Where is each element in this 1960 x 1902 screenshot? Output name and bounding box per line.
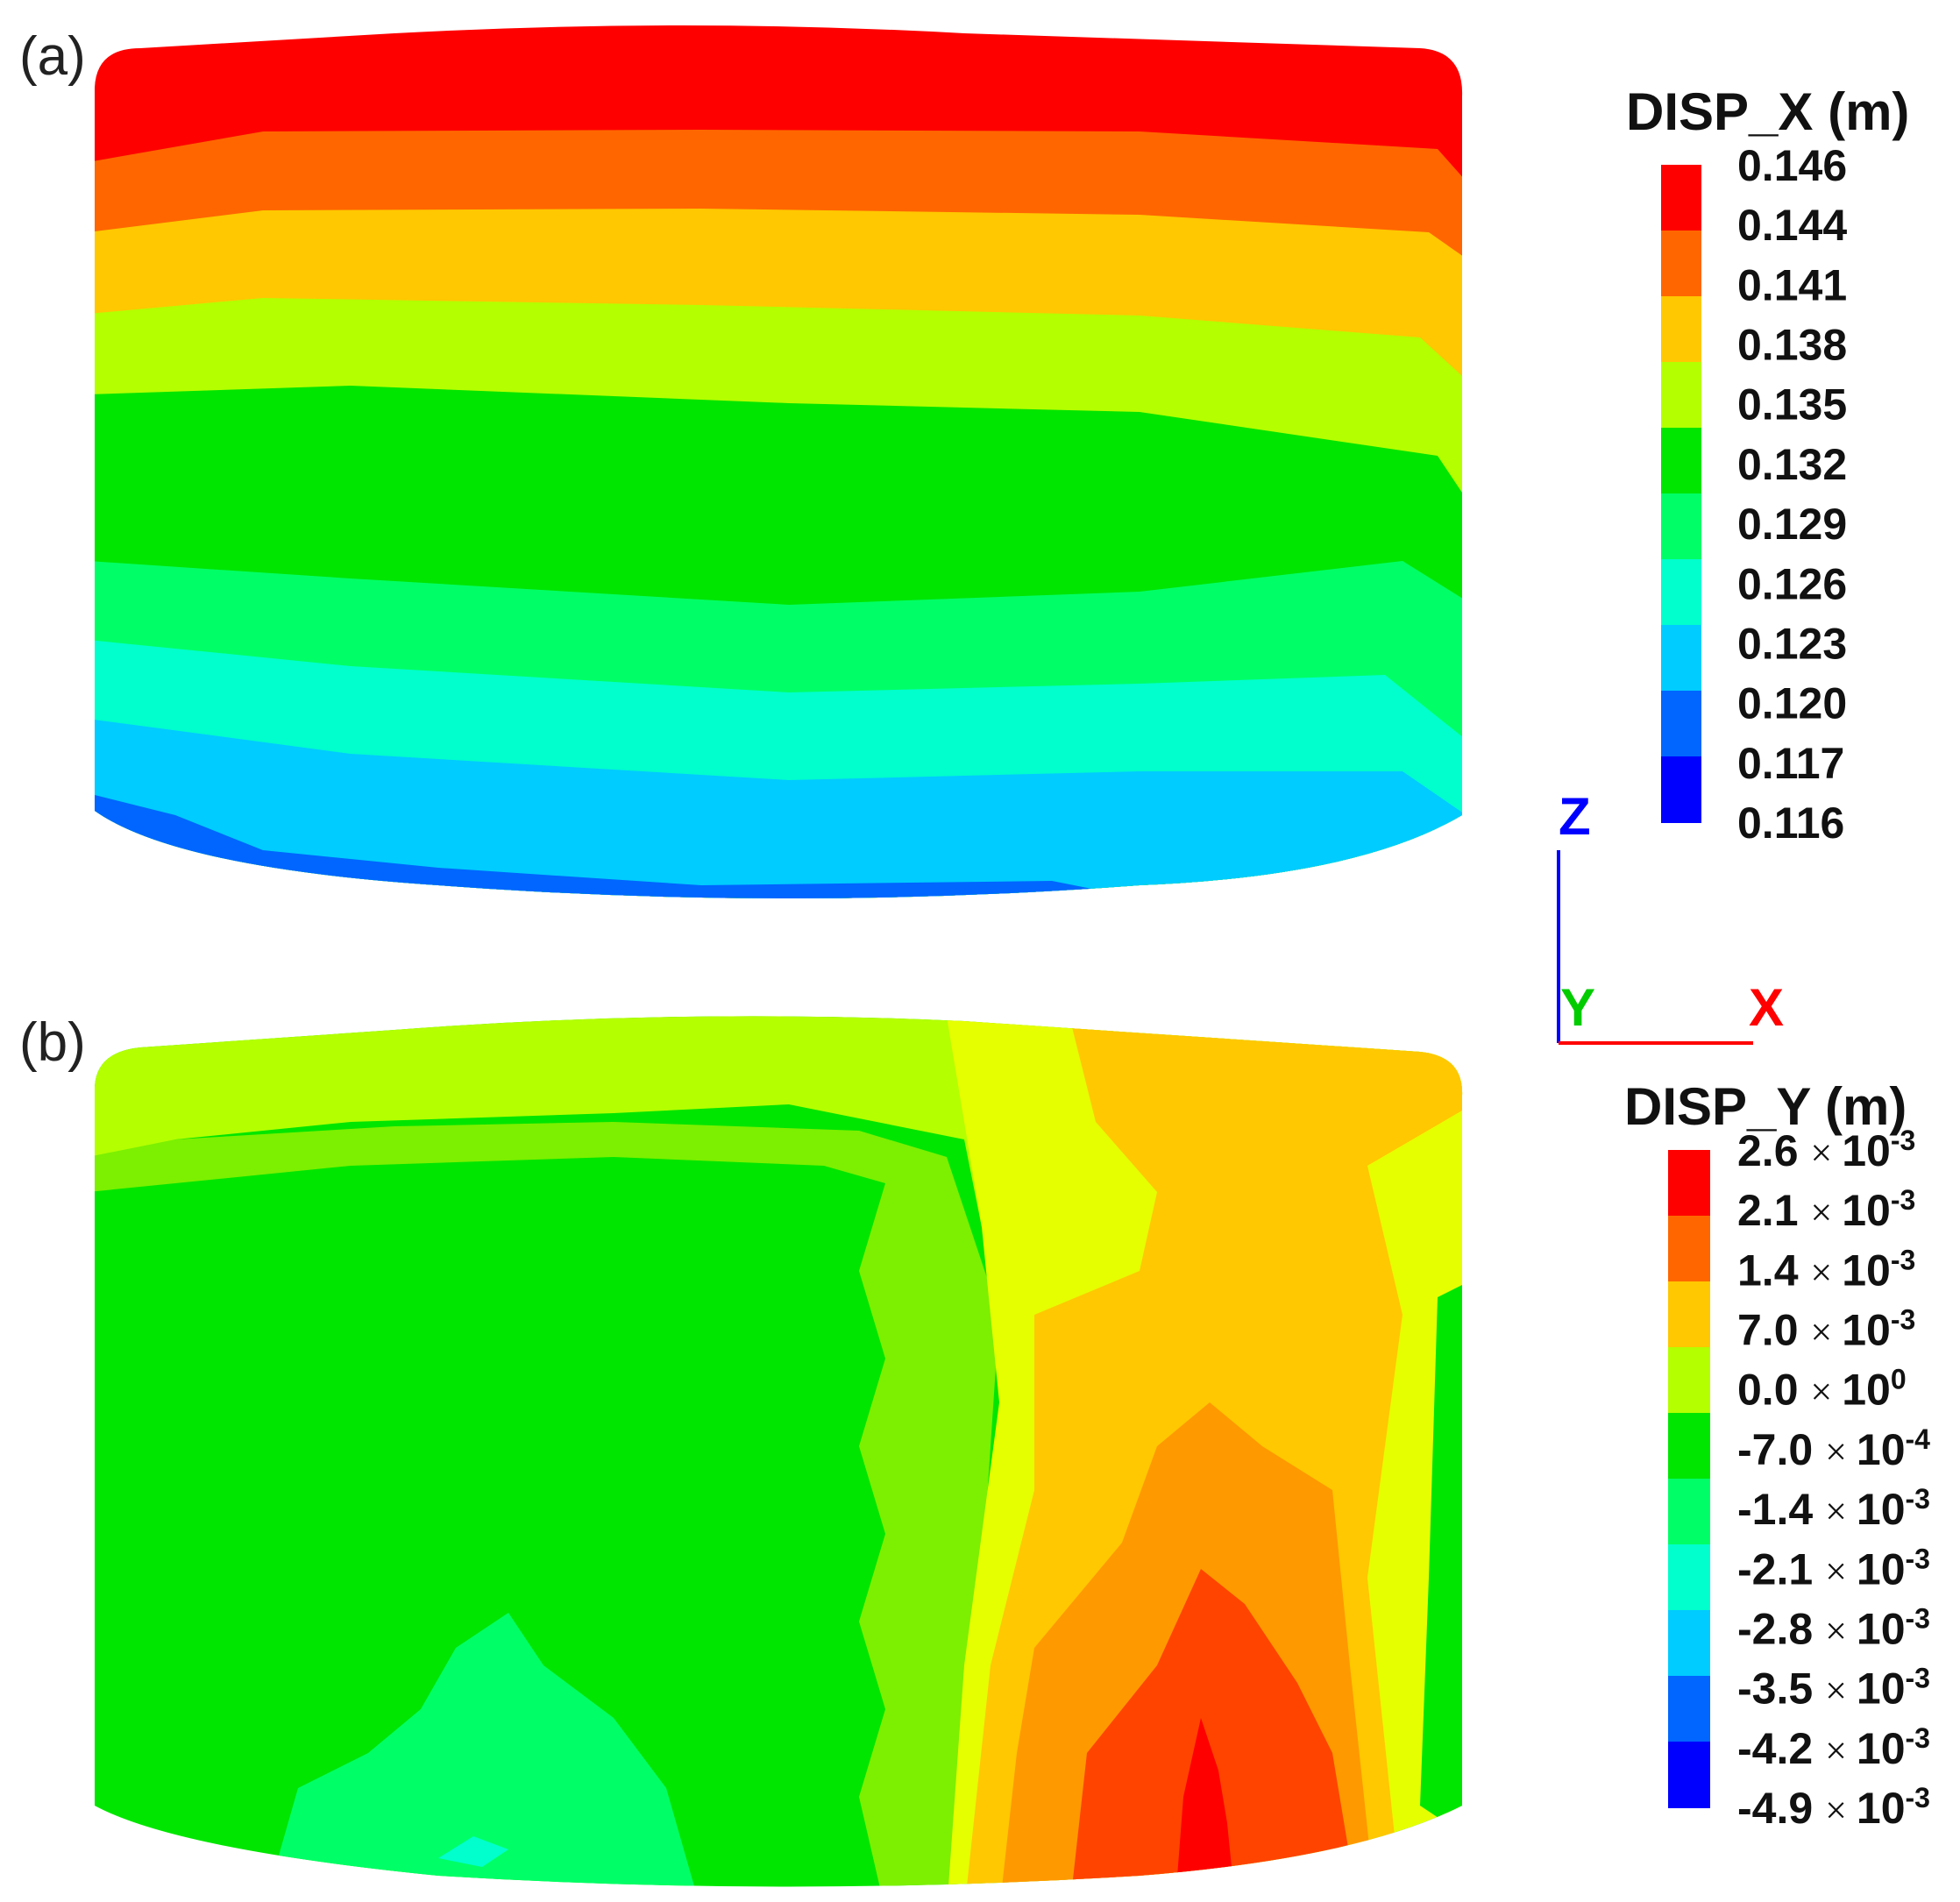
legend-swatch — [1668, 1216, 1710, 1282]
legend-swatch — [1661, 296, 1701, 363]
legend-tick-label: 0.146 — [1737, 141, 1847, 190]
legend-tick-label: 0.117 — [1737, 739, 1844, 788]
legend-a: DISP_X (m) 0.146 0.144 0.141 0.138 0.135 0.13… — [1626, 82, 1909, 848]
legend-swatch — [1661, 165, 1701, 231]
legend-tick-label: -2.1 × 10-3 — [1737, 1543, 1930, 1593]
legend-swatch — [1668, 1742, 1710, 1808]
legend-a-colorbar — [1661, 165, 1701, 823]
legend-tick-label: -4.9 × 10-3 — [1737, 1782, 1930, 1833]
legend-b-title: DISP_Y (m) — [1624, 1077, 1907, 1136]
legend-tick-label: 0.129 — [1737, 500, 1847, 549]
legend-swatch — [1668, 1281, 1710, 1348]
legend-tick-label: 0.123 — [1737, 619, 1847, 668]
legend-b: DISP_Y (m) 2.6 × 10-3 2.1 × 10-3 1.4 × 10-… — [1624, 1077, 1930, 1833]
legend-tick-label: 2.6 × 10-3 — [1737, 1125, 1915, 1175]
panel-a-contour-plot — [95, 25, 1463, 898]
legend-tick-label: 0.120 — [1737, 679, 1847, 728]
panel-b-red-peak — [1175, 1718, 1236, 1887]
legend-b-tick-labels: 2.6 × 10-3 2.1 × 10-3 1.4 × 10-3 7.0 × 10-3… — [1737, 1125, 1930, 1833]
legend-swatch — [1661, 231, 1701, 297]
legend-swatch — [1668, 1610, 1710, 1677]
panel-b-right-green-strip — [1420, 1280, 1463, 1841]
z-axis-label: Z — [1559, 787, 1591, 846]
legend-a-tick-labels: 0.146 0.144 0.141 0.138 0.135 0.132 0.129 0.126… — [1737, 141, 1847, 848]
panel-b-red-orange-zone — [1069, 1569, 1359, 1887]
panel-b-contour-plot — [95, 1016, 1463, 1887]
legend-tick-label: 0.138 — [1737, 321, 1847, 370]
legend-swatch — [1668, 1347, 1710, 1414]
legend-b-colorbar — [1668, 1150, 1710, 1808]
legend-swatch — [1661, 428, 1701, 494]
legend-tick-label: -1.4 × 10-3 — [1737, 1483, 1930, 1534]
x-axis-label: X — [1749, 978, 1784, 1037]
legend-swatch — [1661, 559, 1701, 626]
legend-swatch — [1668, 1413, 1710, 1480]
legend-tick-label: 0.126 — [1737, 559, 1847, 608]
panel-a-label: (a) — [19, 26, 86, 87]
legend-swatch — [1661, 691, 1701, 757]
panel-b-cyan-spot — [438, 1836, 508, 1867]
legend-tick-label: 0.135 — [1737, 380, 1847, 429]
legend-tick-label: 0.132 — [1737, 440, 1847, 489]
panel-a-band-7 — [95, 719, 1463, 898]
legend-tick-label: 2.1 × 10-3 — [1737, 1184, 1915, 1235]
legend-tick-label: 0.144 — [1737, 201, 1847, 250]
legend-swatch — [1661, 756, 1701, 823]
legend-swatch — [1668, 1150, 1710, 1217]
panel-b-light-green-zone — [95, 1122, 999, 1887]
legend-swatch — [1661, 625, 1701, 692]
y-axis-label: Y — [1560, 978, 1595, 1037]
legend-swatch — [1668, 1479, 1710, 1545]
legend-a-title: DISP_X (m) — [1626, 82, 1909, 141]
legend-swatch — [1661, 362, 1701, 429]
panel-b-label: (b) — [19, 1012, 86, 1073]
axes-triad: Z Y X — [1557, 787, 1784, 1045]
legend-tick-label: -2.8 × 10-3 — [1737, 1602, 1930, 1653]
legend-tick-label: 1.4 × 10-3 — [1737, 1244, 1915, 1295]
legend-tick-label: -7.0 × 10-4 — [1737, 1423, 1930, 1474]
legend-tick-label: -4.2 × 10-3 — [1737, 1722, 1930, 1773]
legend-tick-label: 0.141 — [1737, 260, 1847, 309]
legend-swatch — [1661, 493, 1701, 560]
legend-swatch — [1668, 1676, 1710, 1742]
panel-b-cyan-zone — [263, 1613, 701, 1887]
legend-swatch — [1668, 1544, 1710, 1611]
legend-tick-label: 7.0 × 10-3 — [1737, 1304, 1915, 1355]
legend-tick-label: 0.116 — [1737, 798, 1844, 848]
legend-tick-label: -3.5 × 10-3 — [1737, 1663, 1930, 1714]
legend-tick-label: 0.0 × 100 — [1737, 1364, 1907, 1415]
